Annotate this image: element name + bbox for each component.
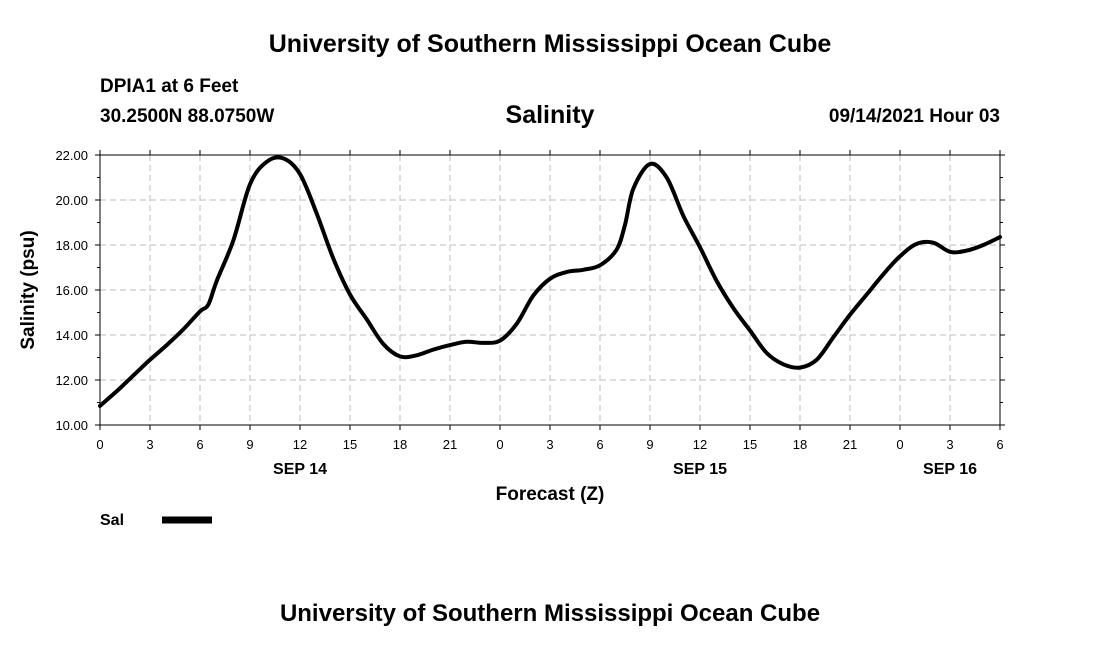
date-label: SEP 15 xyxy=(673,461,727,478)
salinity-chart: 10.00 12.00 14.00 16.00 18.00 20.00 22.00 0 3 6 9… xyxy=(18,148,1005,529)
x-tick-label: 21 xyxy=(843,437,857,452)
y-tick-label: 20.00 xyxy=(55,193,88,208)
station-label: DPIA1 at 6 Feet xyxy=(100,76,239,97)
y-axis-label: Salinity (psu) xyxy=(18,230,39,349)
chart-title: Salinity xyxy=(505,101,595,129)
x-tick-label: 3 xyxy=(146,437,153,452)
x-tick-label: 15 xyxy=(343,437,357,452)
date-label: SEP 14 xyxy=(273,461,327,478)
x-tick-label: 9 xyxy=(246,437,253,452)
x-tick-label: 18 xyxy=(393,437,407,452)
x-tick-label: 0 xyxy=(896,437,903,452)
legend-label: Sal xyxy=(100,512,124,529)
x-tick-label: 0 xyxy=(496,437,503,452)
x-axis: 0 3 6 9 12 15 18 21 0 3 6 9 12 15 18 21 0 3 6 xyxy=(96,150,1004,452)
x-tick-label: 18 xyxy=(793,437,807,452)
x-tick-label: 0 xyxy=(96,437,103,452)
x-tick-label: 6 xyxy=(596,437,603,452)
top-title: University of Southern Mississippi Ocean… xyxy=(268,30,832,58)
x-tick-label: 15 xyxy=(743,437,757,452)
y-axis: 10.00 12.00 14.00 16.00 18.00 20.00 22.00 xyxy=(55,148,1005,433)
x-tick-label: 12 xyxy=(293,437,307,452)
grid-lines xyxy=(100,155,1000,425)
x-tick-label: 6 xyxy=(996,437,1003,452)
x-tick-label: 6 xyxy=(196,437,203,452)
x-axis-label: Forecast (Z) xyxy=(496,484,605,505)
x-tick-label: 3 xyxy=(946,437,953,452)
x-tick-label: 9 xyxy=(646,437,653,452)
series-line-sal xyxy=(98,155,1002,408)
y-tick-label: 16.00 xyxy=(55,283,88,298)
bottom-title: University of Southern Mississippi Ocean… xyxy=(279,600,821,627)
y-tick-label: 14.00 xyxy=(55,328,88,343)
date-label: SEP 16 xyxy=(923,461,977,478)
y-tick-label: 18.00 xyxy=(55,238,88,253)
x-tick-label: 3 xyxy=(546,437,553,452)
y-tick-label: 10.00 xyxy=(55,418,88,433)
station-coordinates: 30.2500N 88.0750W xyxy=(100,106,275,127)
x-tick-label: 21 xyxy=(443,437,457,452)
y-tick-label: 12.00 xyxy=(55,373,88,388)
run-time: 09/14/2021 Hour 03 xyxy=(828,106,1000,127)
date-labels: SEP 14 SEP 15 SEP 16 xyxy=(273,461,977,478)
x-tick-label: 12 xyxy=(693,437,707,452)
y-tick-label: 22.00 xyxy=(55,148,88,163)
